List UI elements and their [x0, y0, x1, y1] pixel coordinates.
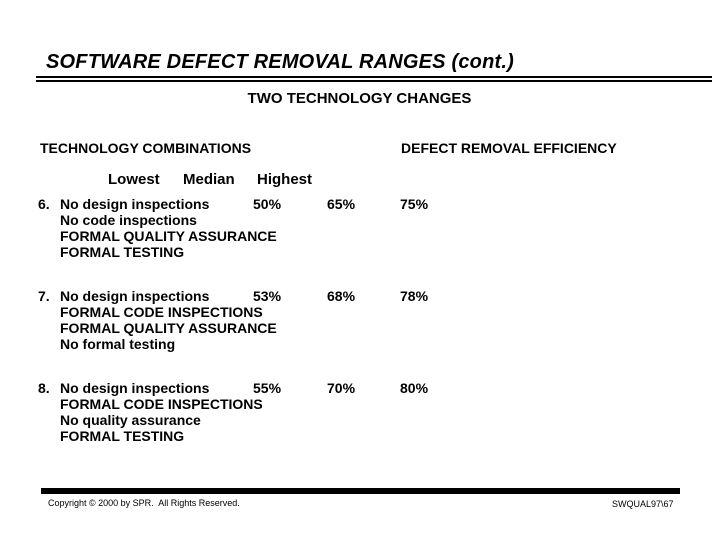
copyright-text: Copyright © 2000 by SPR. All Rights Rese…	[48, 498, 240, 508]
lowest-value: 50%	[253, 196, 282, 212]
row-number: 8.	[38, 380, 50, 396]
row-line: FORMAL QUALITY ASSURANCE	[60, 228, 277, 244]
footer-divider-bar	[41, 488, 680, 494]
row-line: FORMAL TESTING	[60, 428, 185, 444]
row-line: FORMAL CODE INSPECTIONS	[60, 304, 263, 320]
highest-value: 78%	[400, 288, 429, 304]
lowest-value: 53%	[253, 288, 282, 304]
row-number: 6.	[38, 196, 50, 212]
slide-title: SOFTWARE DEFECT REMOVAL RANGES (cont.)	[46, 51, 514, 73]
range-label-median: Median	[183, 171, 235, 188]
document-id-text: SWQUAL97\67	[612, 499, 674, 509]
median-value: 68%	[327, 288, 356, 304]
slide-subtitle: TWO TECHNOLOGY CHANGES	[247, 90, 472, 107]
defect-removal-efficiency-header: DEFECT REMOVAL EFFICIENCY	[401, 140, 617, 156]
median-value: 70%	[327, 380, 356, 396]
highest-value: 80%	[400, 380, 429, 396]
row-line: No code inspections	[60, 212, 197, 228]
row-line: No design inspections	[60, 380, 210, 396]
title-underline-top	[36, 76, 712, 78]
highest-value: 75%	[400, 196, 429, 212]
row-line: FORMAL CODE INSPECTIONS	[60, 396, 263, 412]
range-label-highest: Highest	[257, 171, 313, 188]
median-value: 65%	[327, 196, 356, 212]
technology-combinations-header: TECHNOLOGY COMBINATIONS	[40, 140, 252, 156]
row-combination-lines: No design inspections FORMAL CODE INSPEC…	[60, 288, 277, 352]
range-label-lowest: Lowest	[108, 171, 160, 188]
row-line: No quality assurance	[60, 412, 201, 428]
row-line: No design inspections	[60, 196, 210, 212]
lowest-value: 55%	[253, 380, 282, 396]
row-line: No formal testing	[60, 336, 176, 352]
row-number: 7.	[38, 288, 50, 304]
row-combination-lines: No design inspections No code inspection…	[60, 196, 277, 260]
row-combination-lines: No design inspections FORMAL CODE INSPEC…	[60, 380, 263, 444]
title-underline-bottom	[36, 80, 712, 82]
row-line: FORMAL TESTING	[60, 244, 185, 260]
row-line: No design inspections	[60, 288, 210, 304]
row-line: FORMAL QUALITY ASSURANCE	[60, 320, 277, 336]
